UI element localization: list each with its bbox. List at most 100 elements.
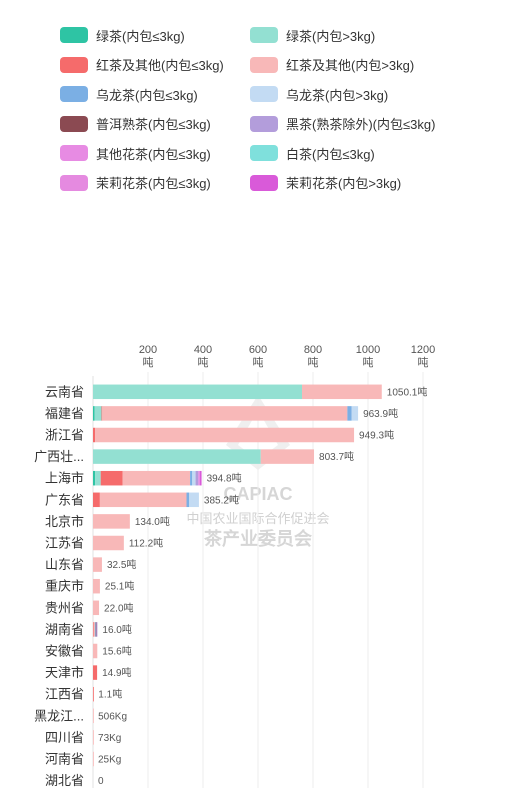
category-label: 上海市 bbox=[45, 471, 84, 486]
bar-segment bbox=[93, 492, 100, 508]
category-label: 河南省 bbox=[45, 752, 84, 767]
legend-swatch bbox=[250, 27, 278, 43]
x-tick-label: 200 bbox=[139, 344, 157, 356]
x-tick-unit: 吨 bbox=[253, 356, 264, 369]
bar-segment bbox=[101, 406, 103, 421]
bar-segment bbox=[199, 470, 202, 486]
category-label: 广东省 bbox=[45, 492, 84, 507]
value-label: 385.2吨 bbox=[204, 493, 239, 506]
legend-label: 乌龙茶(内包≤3kg) bbox=[96, 87, 198, 103]
bar-segment bbox=[100, 470, 123, 486]
bar-segment bbox=[260, 449, 315, 464]
value-label: 394.8吨 bbox=[207, 472, 242, 485]
legend-label: 黑茶(熟茶除外)(内包≤3kg) bbox=[286, 117, 436, 132]
category-label: 重庆市 bbox=[45, 579, 84, 594]
value-label: 1050.1吨 bbox=[387, 385, 428, 398]
bar-segment bbox=[189, 492, 199, 508]
legend-item: 绿茶(内包≤3kg) bbox=[60, 24, 185, 46]
bar-segment bbox=[93, 449, 261, 464]
bar-segment bbox=[93, 557, 102, 572]
legend-swatch bbox=[60, 115, 88, 132]
legend-item: 白茶(内包≤3kg) bbox=[250, 142, 375, 164]
bar-segment bbox=[95, 470, 101, 486]
bar-segment bbox=[102, 406, 348, 421]
x-tick-label: 1200 bbox=[411, 344, 435, 356]
x-tick-label: 400 bbox=[194, 344, 212, 356]
legend-label: 白茶(内包≤3kg) bbox=[286, 146, 375, 162]
bar-segment bbox=[190, 470, 193, 486]
bar-segment bbox=[302, 384, 382, 400]
bar-segment bbox=[93, 622, 95, 637]
x-tick-unit: 吨 bbox=[418, 356, 429, 369]
category-label: 天津市 bbox=[45, 665, 84, 680]
x-tick-unit: 吨 bbox=[143, 356, 154, 369]
category-label: 江西省 bbox=[45, 687, 84, 702]
value-label: 506Kg bbox=[98, 711, 127, 722]
category-label: 黑龙江... bbox=[34, 708, 84, 723]
legend-item: 绿茶(内包>3kg) bbox=[250, 24, 375, 46]
bar-segment bbox=[99, 492, 187, 508]
legend-label: 红茶及其他(内包≤3kg) bbox=[96, 58, 224, 73]
category-label: 浙江省 bbox=[45, 428, 84, 443]
bar-segment bbox=[93, 643, 98, 659]
legend-item: 红茶及其他(内包>3kg) bbox=[250, 54, 414, 76]
legend-item: 黑茶(熟茶除外)(内包≤3kg) bbox=[250, 113, 435, 135]
legend-swatch bbox=[60, 27, 88, 43]
bar-segment bbox=[94, 406, 102, 421]
bar-segment bbox=[93, 600, 100, 616]
bar-segment bbox=[93, 406, 95, 421]
legend-item: 乌龙茶(内包>3kg) bbox=[250, 83, 388, 105]
legend-item: 乌龙茶(内包≤3kg) bbox=[60, 83, 198, 105]
value-label: 803.7吨 bbox=[319, 450, 354, 463]
legend-item: 茉莉花茶(内包≤3kg) bbox=[60, 172, 211, 194]
bar-segment bbox=[198, 470, 200, 486]
legend-label: 红茶及其他(内包>3kg) bbox=[286, 58, 415, 73]
bar-segment bbox=[93, 427, 96, 443]
bar-segment bbox=[93, 578, 100, 594]
bar-segment bbox=[93, 514, 130, 529]
legend-item: 红茶及其他(内包≤3kg) bbox=[60, 54, 224, 76]
value-label: 949.3吨 bbox=[359, 429, 394, 442]
bar-segment bbox=[93, 708, 94, 724]
legend-item: 茉莉花茶(内包>3kg) bbox=[250, 172, 401, 194]
value-label: 134.0吨 bbox=[135, 515, 170, 528]
value-label: 32.5吨 bbox=[107, 558, 136, 571]
bar-segment bbox=[351, 406, 359, 421]
value-label: 963.9吨 bbox=[363, 407, 398, 420]
value-label: 73Kg bbox=[98, 733, 121, 744]
legend-swatch bbox=[250, 174, 278, 191]
value-label: 1.1吨 bbox=[98, 688, 122, 701]
bar-segment bbox=[93, 384, 302, 400]
category-label: 四川省 bbox=[45, 730, 84, 745]
value-label: 0 bbox=[98, 776, 104, 787]
category-label: 江苏省 bbox=[45, 536, 84, 551]
value-label: 112.2吨 bbox=[129, 537, 163, 550]
x-tick-label: 600 bbox=[249, 344, 267, 356]
bar-segment bbox=[122, 470, 191, 486]
bar-segment bbox=[93, 730, 94, 745]
x-tick-unit: 吨 bbox=[198, 356, 209, 369]
legend-label: 茉莉花茶(内包≤3kg) bbox=[96, 176, 211, 191]
category-label: 云南省 bbox=[45, 384, 84, 399]
bar-segment bbox=[93, 751, 94, 767]
category-label: 福建省 bbox=[45, 406, 84, 421]
bar-segment bbox=[93, 622, 94, 637]
value-label: 22.0吨 bbox=[104, 601, 133, 614]
legend-swatch bbox=[60, 86, 88, 102]
legend-label: 绿茶(内包>3kg) bbox=[286, 28, 376, 44]
value-label: 14.9吨 bbox=[102, 666, 131, 679]
value-label: 25.1吨 bbox=[105, 580, 134, 593]
category-label: 北京市 bbox=[45, 514, 84, 529]
bar-segment bbox=[96, 622, 98, 637]
legend-swatch bbox=[60, 174, 88, 191]
legend-item: 普洱熟茶(内包≤3kg) bbox=[60, 113, 211, 135]
bar-segment bbox=[192, 470, 196, 486]
x-tick-label: 1000 bbox=[356, 344, 380, 356]
category-label: 湖北省 bbox=[45, 773, 84, 788]
legend-swatch bbox=[60, 145, 88, 161]
value-label: 25Kg bbox=[98, 755, 121, 766]
bar-segment bbox=[93, 535, 124, 551]
legend-swatch bbox=[60, 56, 88, 73]
legend-label: 乌龙茶(内包>3kg) bbox=[286, 87, 389, 103]
bar-segment bbox=[93, 470, 96, 486]
